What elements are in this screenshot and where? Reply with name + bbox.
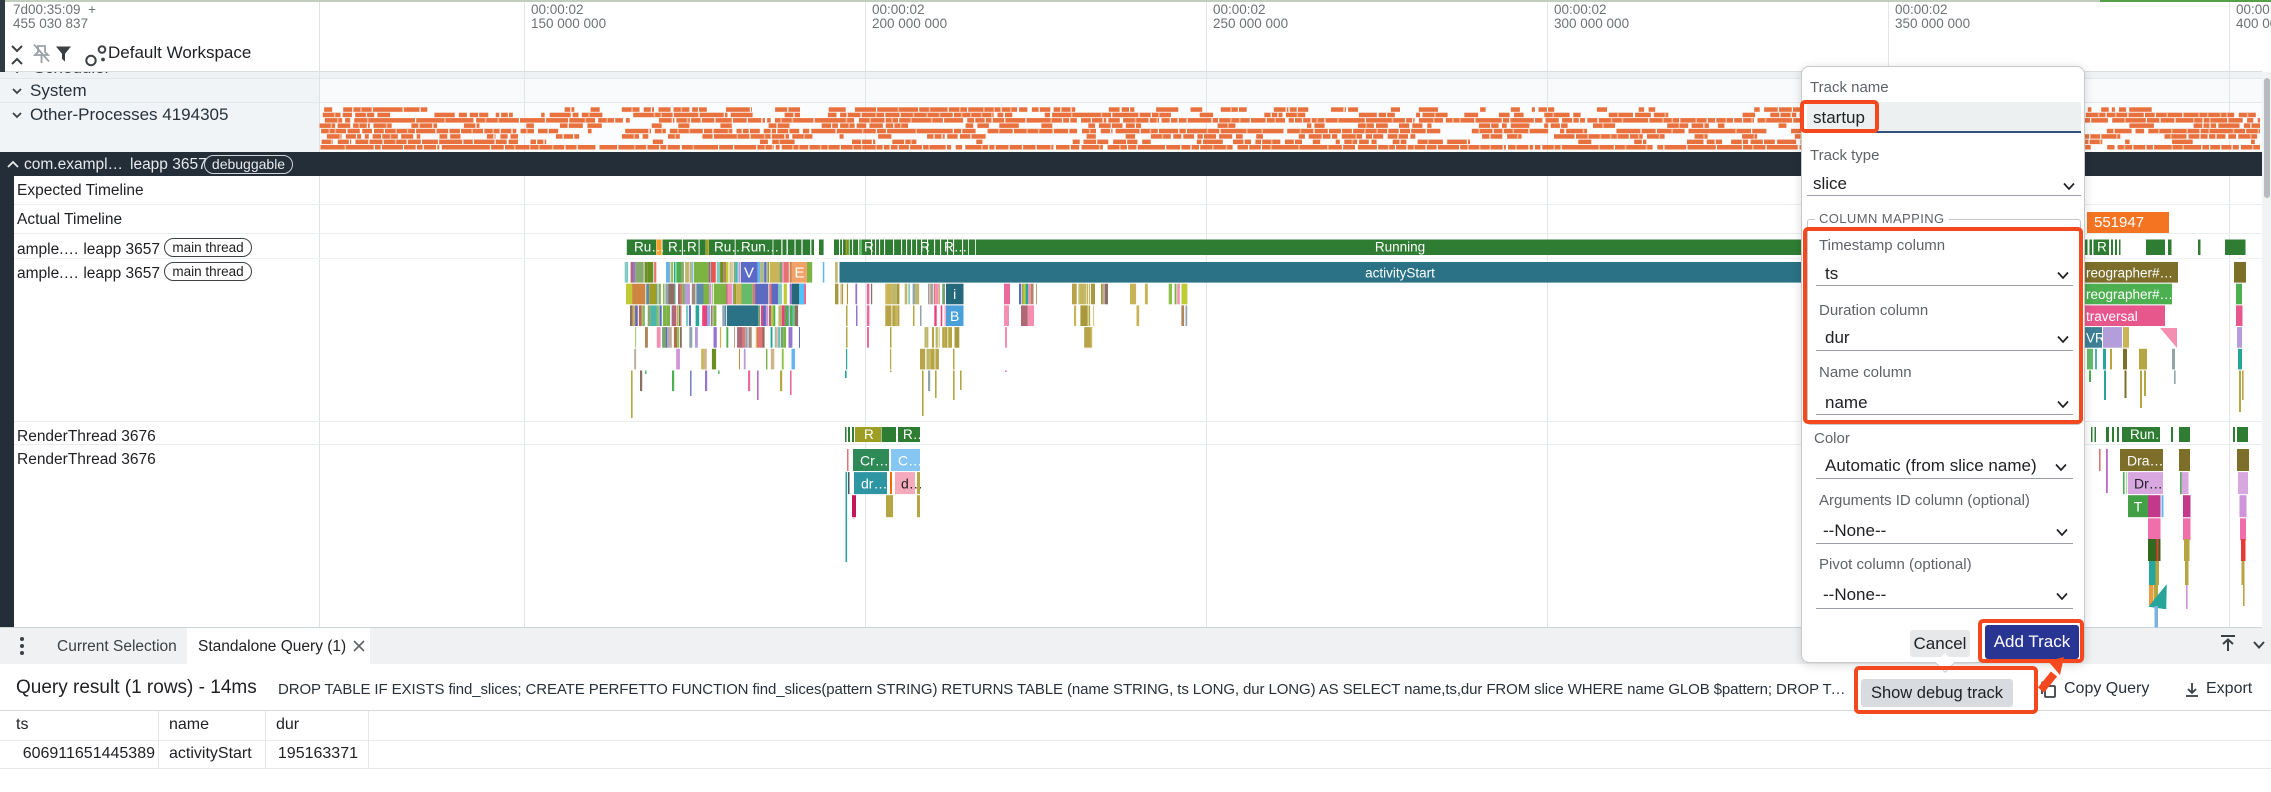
svg-text:reographer#…: reographer#… [2086,287,2173,302]
svg-text:E: E [794,265,804,282]
svg-text:R: R [687,240,697,255]
svg-text:Run…: Run… [2130,427,2168,442]
svg-text:Run…: Run… [741,240,779,255]
svg-text:R: R [864,240,874,255]
svg-text:R: R [864,427,874,442]
svg-text:Ru…: Ru… [634,240,665,255]
svg-text:Ru…: Ru… [714,240,745,255]
svg-text:traversal: traversal [2086,309,2138,324]
svg-text:dr…: dr… [861,476,887,492]
svg-text:Cr…: Cr… [860,453,889,469]
svg-text:Dr…: Dr… [2134,476,2163,492]
svg-text:V: V [744,265,754,282]
svg-text:C…: C… [898,453,922,469]
svg-text:reographer#…: reographer#… [2086,266,2173,281]
svg-text:T: T [2134,499,2143,515]
svg-text:R: R [920,240,930,255]
svg-text:R: R [2097,240,2107,255]
svg-text:activityStart: activityStart [1365,266,1435,281]
svg-text:R…: R… [668,240,691,255]
svg-text:B: B [950,308,959,324]
svg-text:Dra…: Dra… [2127,453,2164,469]
svg-text:i: i [953,286,956,302]
svg-text:R…: R… [903,427,926,442]
svg-text:Running: Running [1375,240,1425,255]
svg-text:R…: R… [944,240,967,255]
